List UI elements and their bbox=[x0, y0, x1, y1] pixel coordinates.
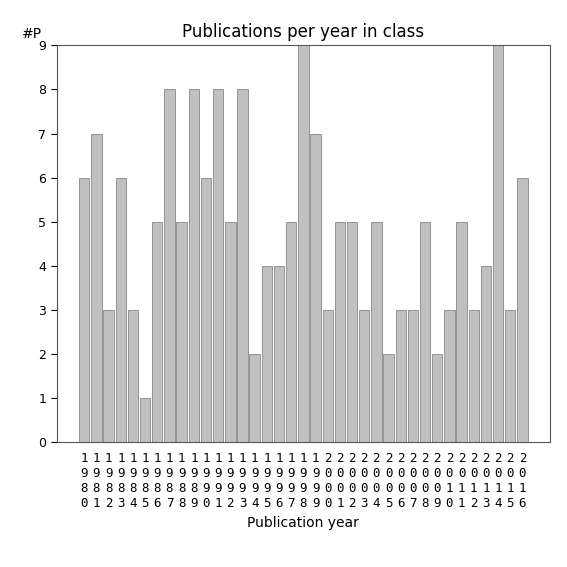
Bar bbox=[456, 222, 467, 442]
Bar bbox=[396, 310, 406, 442]
Bar bbox=[213, 90, 223, 442]
X-axis label: Publication year: Publication year bbox=[247, 515, 359, 530]
Bar bbox=[335, 222, 345, 442]
Bar bbox=[347, 222, 357, 442]
Bar bbox=[286, 222, 297, 442]
Bar bbox=[249, 354, 260, 442]
Bar bbox=[310, 134, 321, 442]
Bar bbox=[468, 310, 479, 442]
Bar bbox=[481, 266, 491, 442]
Bar bbox=[164, 90, 175, 442]
Bar bbox=[152, 222, 163, 442]
Text: #P: #P bbox=[22, 27, 43, 41]
Bar bbox=[225, 222, 235, 442]
Bar bbox=[261, 266, 272, 442]
Bar bbox=[493, 45, 503, 442]
Bar bbox=[408, 310, 418, 442]
Bar bbox=[371, 222, 382, 442]
Bar bbox=[383, 354, 393, 442]
Bar bbox=[201, 177, 211, 442]
Bar bbox=[128, 310, 138, 442]
Bar bbox=[420, 222, 430, 442]
Bar bbox=[116, 177, 126, 442]
Bar bbox=[79, 177, 90, 442]
Bar bbox=[359, 310, 369, 442]
Bar bbox=[323, 310, 333, 442]
Title: Publications per year in class: Publications per year in class bbox=[182, 23, 425, 41]
Bar bbox=[505, 310, 515, 442]
Bar bbox=[103, 310, 114, 442]
Bar bbox=[517, 177, 527, 442]
Bar bbox=[298, 45, 308, 442]
Bar bbox=[274, 266, 284, 442]
Bar bbox=[176, 222, 187, 442]
Bar bbox=[444, 310, 455, 442]
Bar bbox=[140, 398, 150, 442]
Bar bbox=[432, 354, 442, 442]
Bar bbox=[189, 90, 199, 442]
Bar bbox=[91, 134, 101, 442]
Bar bbox=[238, 90, 248, 442]
